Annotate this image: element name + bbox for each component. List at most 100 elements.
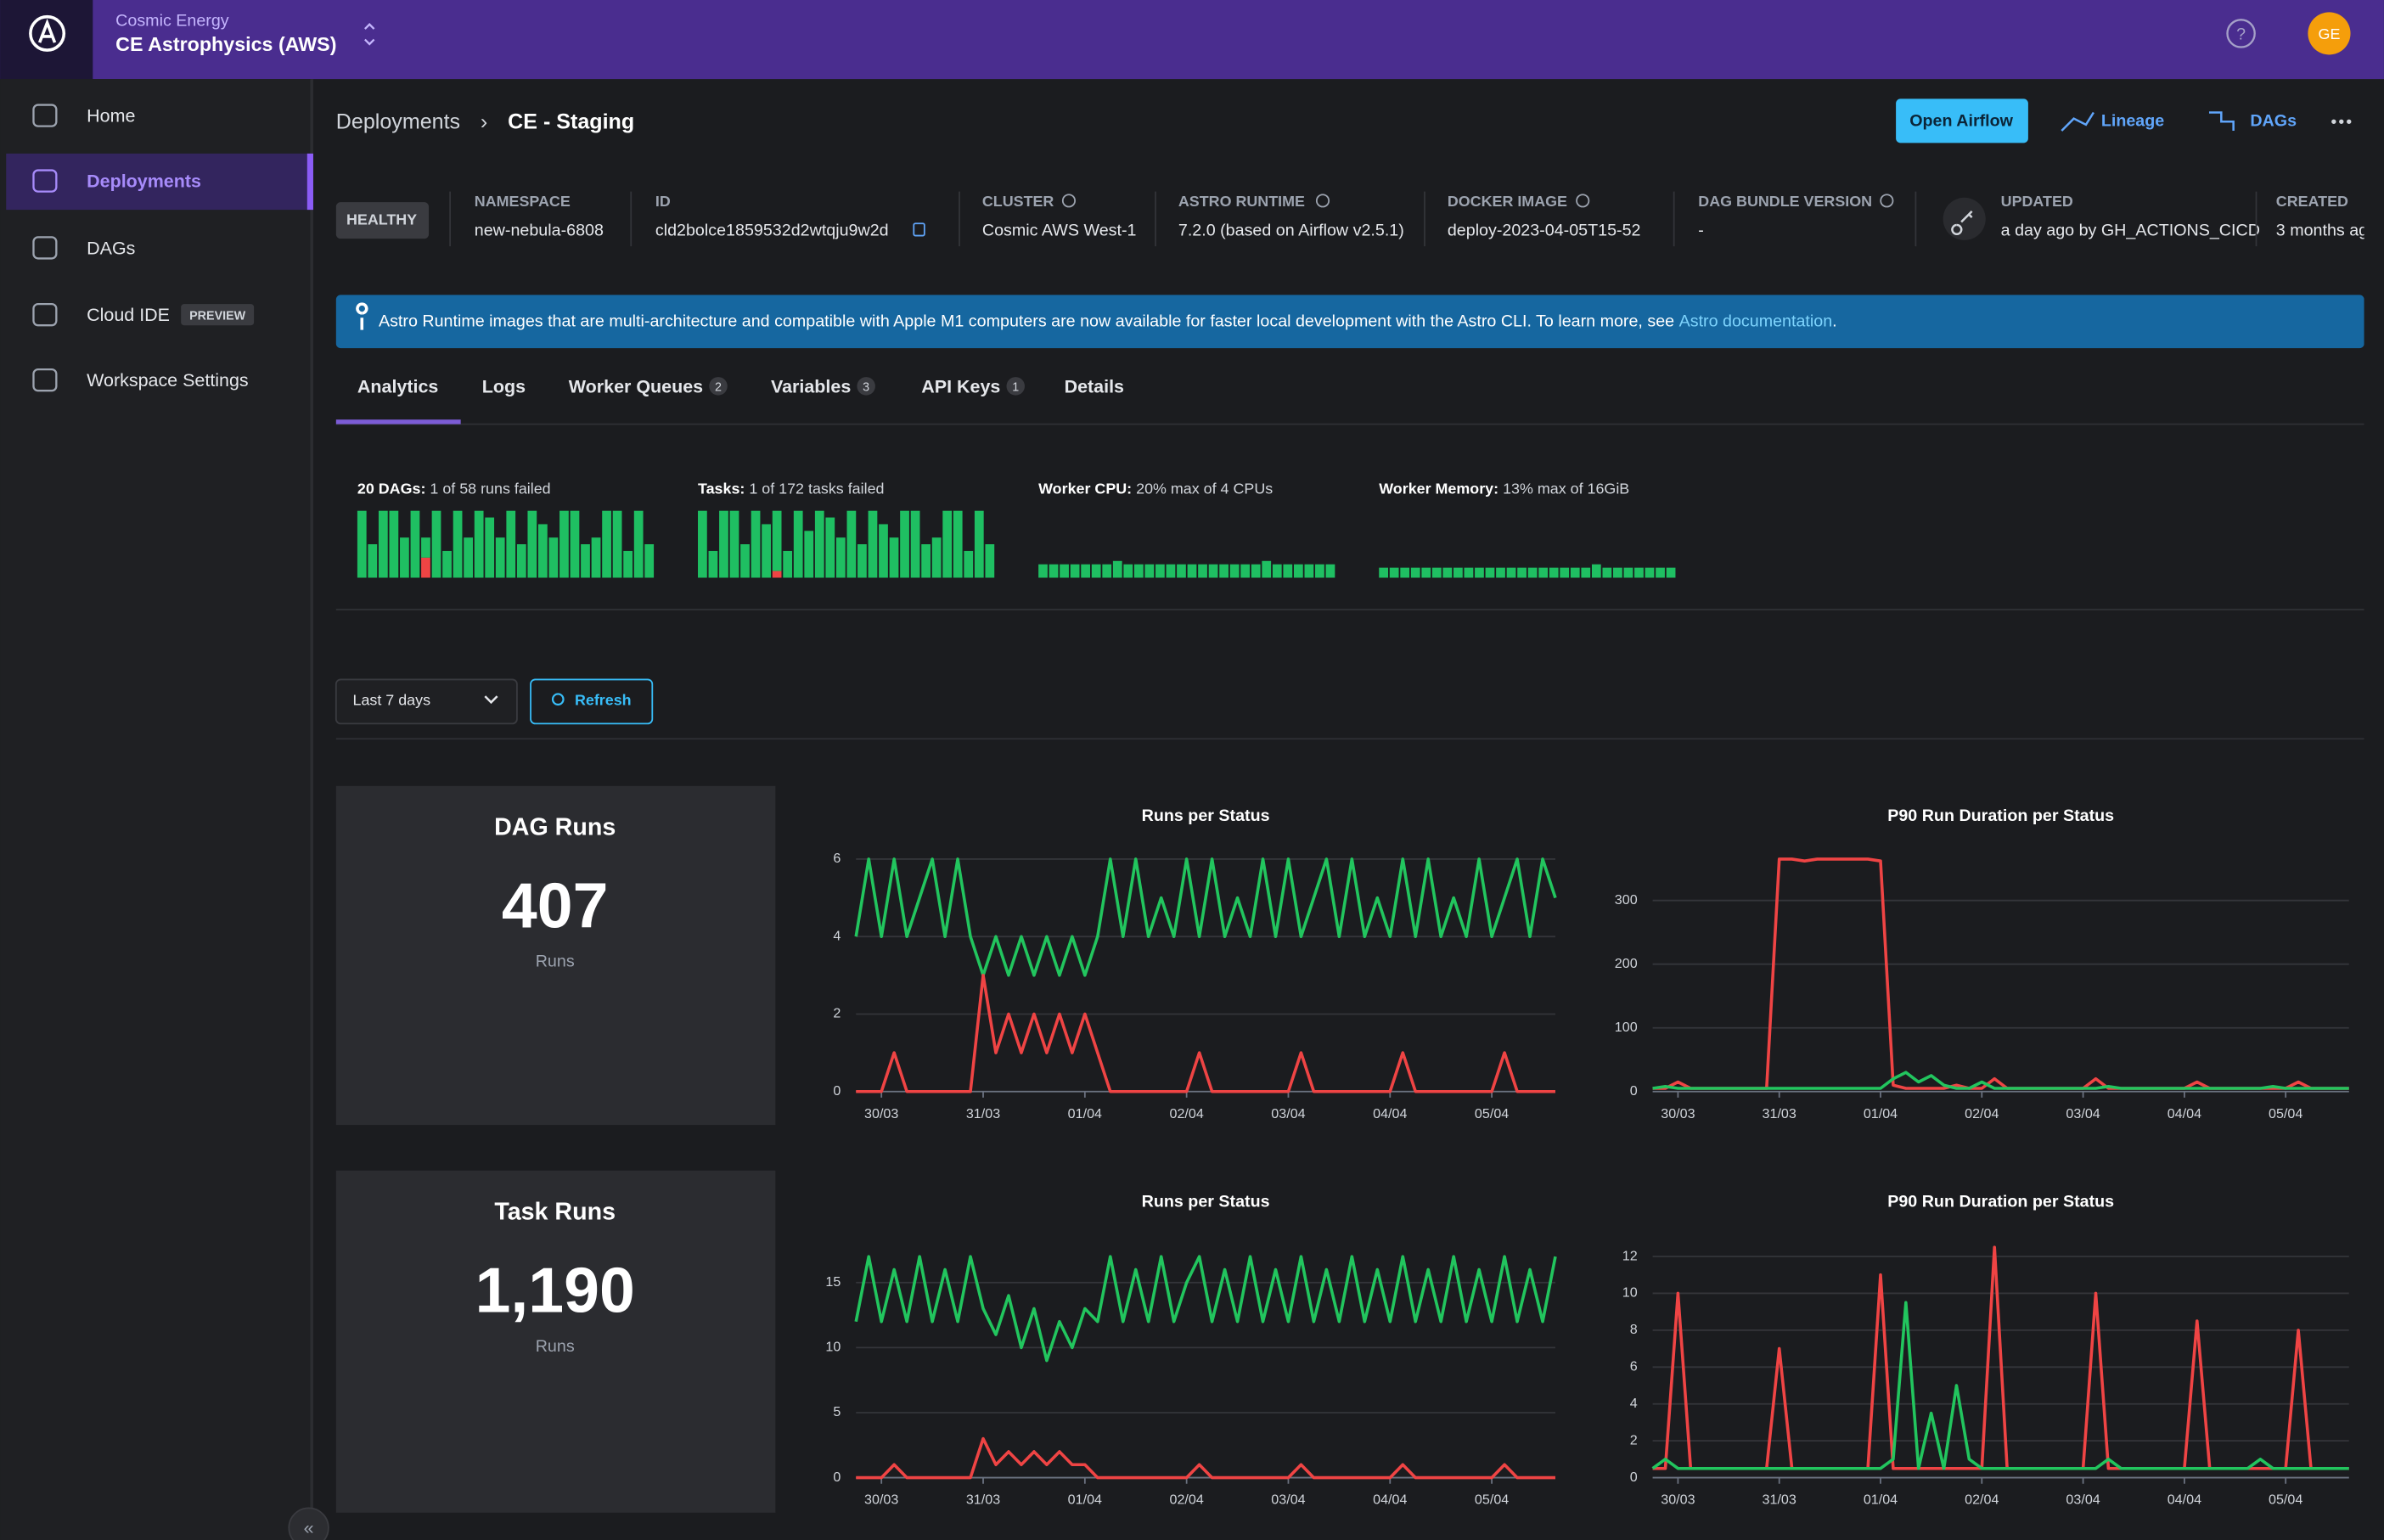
status-badge xyxy=(335,202,430,239)
summary-bar xyxy=(1506,567,1516,578)
summary-bar xyxy=(1400,567,1410,578)
tab-count-badge xyxy=(1006,377,1025,396)
tab[interactable]: Worker Queues xyxy=(569,376,703,396)
summary-bar xyxy=(1560,567,1570,578)
more-dot[interactable] xyxy=(2339,119,2344,124)
info-label: UPDATED xyxy=(2001,193,2073,210)
summary-bar xyxy=(1112,560,1122,578)
breadcrumb[interactable]: Deployments xyxy=(336,110,460,134)
summary-label: Worker CPU: xyxy=(1038,480,1132,497)
info-label: DAG BUNDLE VERSION xyxy=(1698,193,1872,210)
y-tick-label: 0 xyxy=(833,1083,841,1099)
nav-selected xyxy=(6,153,313,211)
x-tick-label: 31/03 xyxy=(966,1492,1000,1508)
summary-bar xyxy=(964,550,974,578)
x-tick-label: 31/03 xyxy=(1763,1106,1796,1121)
summary-bar xyxy=(1464,567,1474,578)
tab[interactable]: Details xyxy=(1065,376,1124,396)
switch-icon[interactable] xyxy=(364,23,375,46)
preview-badge xyxy=(181,304,255,326)
summary-bar xyxy=(1272,564,1282,578)
summary-bar xyxy=(623,550,633,578)
collapse-button[interactable] xyxy=(288,1507,329,1540)
summary-bar xyxy=(464,537,473,578)
summary-bar xyxy=(1070,564,1080,578)
x-tick-label: 05/04 xyxy=(1475,1106,1509,1121)
summary-bar xyxy=(1251,564,1261,578)
summary-bar xyxy=(389,510,399,578)
summary-bar xyxy=(1527,567,1538,578)
summary-bar xyxy=(698,510,707,578)
summary-bar xyxy=(1187,564,1197,578)
summary-bar xyxy=(751,510,761,578)
x-tick-label: 01/04 xyxy=(1864,1106,1898,1121)
x-tick-label: 02/04 xyxy=(1169,1492,1203,1508)
summary-bar xyxy=(1453,567,1463,578)
help-icon[interactable] xyxy=(2226,19,2256,48)
copy-icon[interactable] xyxy=(913,222,925,237)
tab[interactable]: API Keys xyxy=(921,376,1000,396)
summary-bar xyxy=(559,510,569,578)
summary-bar xyxy=(1262,560,1272,578)
summary-detail: 13% max of 16GiB xyxy=(1498,480,1629,497)
x-tick-label: 03/04 xyxy=(2066,1106,2100,1121)
chevron xyxy=(484,695,498,705)
nav-item[interactable]: DAGs xyxy=(87,238,135,258)
summary-bar xyxy=(1229,564,1240,578)
x-tick-label: 31/03 xyxy=(1763,1492,1796,1508)
summary-bar xyxy=(719,510,728,578)
x-tick-label: 01/04 xyxy=(1068,1106,1102,1121)
nav-selected-edge xyxy=(306,153,313,211)
summary-bar xyxy=(762,524,771,578)
nav-item[interactable]: Workspace Settings xyxy=(87,370,249,391)
top-bar xyxy=(0,0,2384,80)
summary-bar xyxy=(1496,567,1505,578)
summary-bar xyxy=(1081,564,1091,578)
tab[interactable]: Variables xyxy=(771,376,851,396)
info-value: deploy-2023-04-05T15-52 xyxy=(1448,221,1641,239)
series-line xyxy=(1652,1071,2349,1090)
refresh-button[interactable] xyxy=(530,678,654,725)
more-dot[interactable] xyxy=(2347,119,2352,124)
avatar[interactable] xyxy=(2308,12,2351,55)
summary-text: 20 DAGs: 1 of 58 runs failed xyxy=(357,480,551,497)
kpi-title: DAG Runs xyxy=(494,814,616,841)
lineage-link[interactable]: Lineage xyxy=(2101,111,2164,130)
logo-mark xyxy=(37,18,57,43)
summary-bar xyxy=(1538,567,1549,578)
chart-title: Runs per Status xyxy=(1142,1193,1270,1211)
banner-suffix: . xyxy=(1832,312,1836,331)
summary-bar xyxy=(1123,564,1133,578)
nav-item[interactable]: Home xyxy=(87,106,135,126)
y-tick-label: 10 xyxy=(1622,1285,1638,1301)
summary-bar xyxy=(506,510,516,578)
tab-count-badge xyxy=(857,377,875,396)
open-airflow-button[interactable] xyxy=(1896,98,2028,143)
info-icon xyxy=(1315,194,1330,208)
logo-box xyxy=(0,0,93,80)
summary-bar xyxy=(953,510,963,578)
summary-bar xyxy=(1442,567,1453,578)
tab-count: 3 xyxy=(863,380,869,394)
tab[interactable]: Analytics xyxy=(357,376,439,396)
range-select[interactable] xyxy=(335,678,518,725)
y-tick-label: 0 xyxy=(1630,1470,1638,1485)
dags-link[interactable]: DAGs xyxy=(2250,111,2297,130)
more-dot[interactable] xyxy=(2331,119,2336,124)
nav-item[interactable]: Deployments xyxy=(87,171,201,192)
tab-count: 2 xyxy=(715,380,722,394)
workspace-name[interactable]: CE Astrophysics (AWS) xyxy=(115,33,336,55)
y-tick-label: 0 xyxy=(833,1470,841,1485)
x-tick-label: 05/04 xyxy=(2269,1106,2302,1121)
summary-detail: 1 of 58 runs failed xyxy=(425,480,550,497)
refresh-label: Refresh xyxy=(575,691,632,708)
banner-link[interactable]: Astro documentation xyxy=(1679,312,1833,331)
tab-count-badge xyxy=(709,377,728,396)
nav-icon xyxy=(32,104,58,127)
summary-bar xyxy=(485,517,495,578)
summary-bar xyxy=(474,510,484,578)
info-label: ASTRO RUNTIME xyxy=(1178,193,1305,210)
tab[interactable]: Logs xyxy=(482,376,526,396)
nav-item[interactable]: Cloud IDE xyxy=(87,305,170,325)
x-tick-label: 04/04 xyxy=(1373,1106,1407,1121)
